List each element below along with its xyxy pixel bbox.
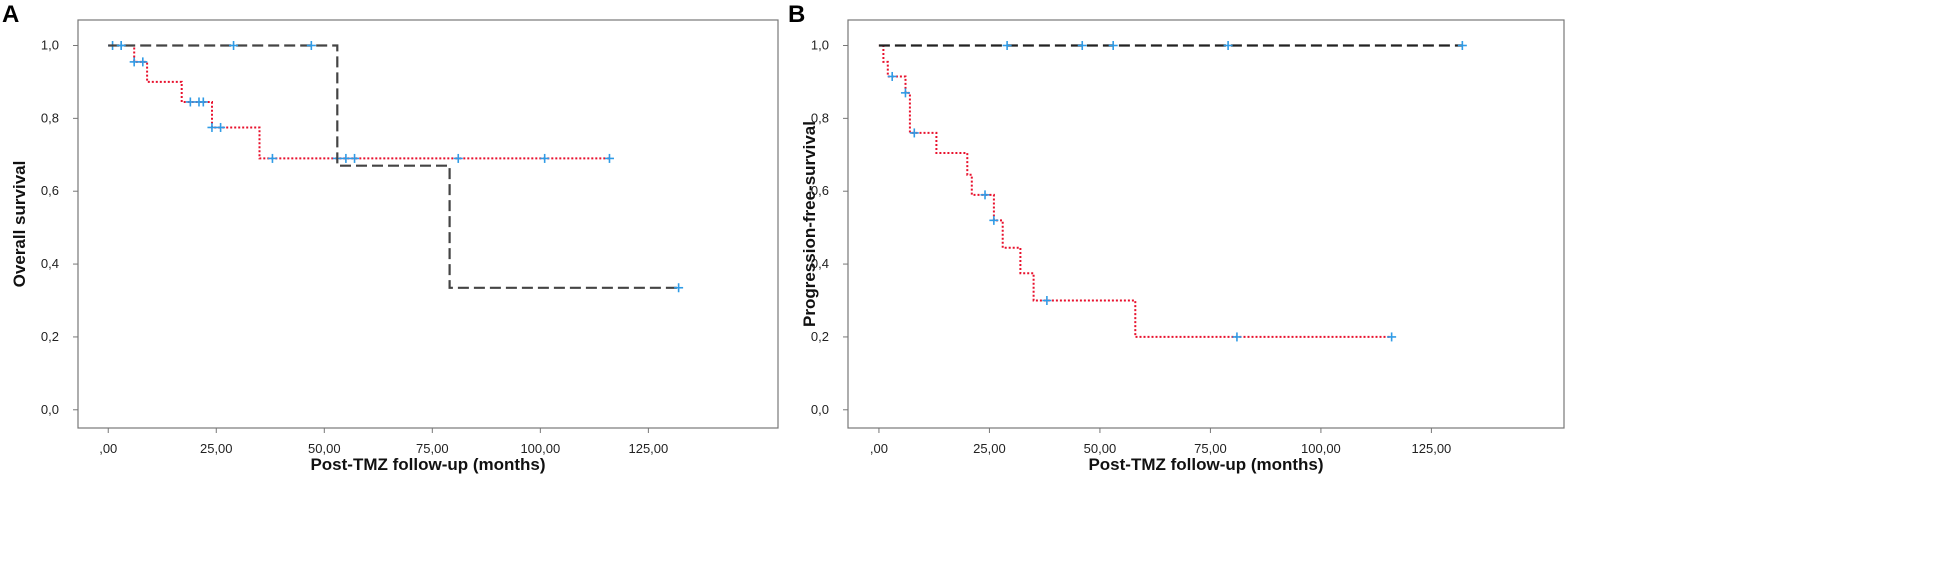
panel-b-y-axis-title: Progression-free-survival [800, 121, 819, 327]
panel-b-y-tick-label: 1,0 [811, 38, 829, 53]
panel-b-censor-mark [980, 190, 990, 200]
panel-b-censor-mark [1387, 332, 1397, 342]
panel-a-censor-mark [185, 97, 195, 107]
panel-a-censor-mark [138, 57, 148, 67]
panel-b-censor-mark [1457, 41, 1467, 50]
panel-a-censor-mark [540, 153, 550, 163]
panel-a-x-tick-label: 100,00 [520, 441, 560, 456]
panel-a-y-tick-label: 1,0 [41, 38, 59, 53]
panel-a-censor-mark [207, 122, 217, 132]
panel-b-y-tick-label: 0,4 [811, 256, 829, 271]
panel-b-series-red-dotted-line [878, 44, 1392, 338]
panel-b-plot-frame [847, 19, 1565, 429]
panel-a-plot-frame [77, 19, 779, 429]
panel-b-censor-mark [1223, 41, 1233, 50]
panel-a-censor-mark [229, 41, 239, 50]
panel-b-censor-mark [900, 88, 910, 98]
panel-a-x-tick-label: ,00 [99, 441, 117, 456]
panel-b-censor-mark [909, 128, 919, 138]
panel-b-ticks: ,00 25,00 50,00 75,00 100,00 125,00 0,0 0,2 0,4 0… [811, 38, 1451, 457]
panel-b: B ,00 25,00 50,00 75,00 100,00 125,00 0,0 0,2 0,… [788, 1, 1565, 474]
panel-b-censor-mark [1108, 41, 1118, 50]
panel-a-series [108, 41, 684, 293]
panel-b-x-tick-label: 50,00 [1084, 441, 1117, 456]
panel-a-y-tick-label: 0,6 [41, 183, 59, 198]
panel-a-censor-mark [216, 122, 226, 132]
panel-b-x-tick-label: 75,00 [1194, 441, 1227, 456]
panel-a-censor-mark [604, 153, 614, 163]
panel-a-y-tick-label: 0,8 [41, 110, 59, 125]
panel-a-x-tick-label: 125,00 [628, 441, 668, 456]
panel-a-y-axis-title: Overall survival [10, 161, 29, 288]
panel-b-y-tick-label: 0,6 [811, 183, 829, 198]
panel-a-censor-mark [116, 41, 126, 50]
panel-a-censor-mark [129, 57, 139, 67]
panel-a-censor-mark [674, 283, 684, 293]
panel-b-censor-mark [989, 215, 999, 225]
panel-b-x-tick-label: 25,00 [973, 441, 1006, 456]
panel-a-ticks: ,00 25,00 50,00 75,00 100,00 125,00 0,0 0,2 0,4 0… [41, 38, 668, 457]
panel-b-x-tick-label: ,00 [870, 441, 888, 456]
panel-a-x-axis-title: Post-TMZ follow-up (months) [310, 455, 545, 474]
panel-a-censor-mark [350, 153, 360, 163]
panel-a-y-tick-label: 0,0 [41, 402, 59, 417]
panel-b-y-tick-label: 0,0 [811, 402, 829, 417]
panel-b-censor-mark [887, 71, 897, 81]
panel-a-censor-mark [267, 153, 277, 163]
panel-a-censor-mark [198, 97, 208, 107]
panel-b-x-tick-label: 100,00 [1301, 441, 1341, 456]
panel-a-x-tick-label: 75,00 [416, 441, 449, 456]
panel-a-series-black-dashed-line [108, 44, 679, 289]
panel-b-censor-mark [1232, 332, 1242, 342]
panel-a-letter: A [2, 1, 19, 28]
panel-a-censor-mark [306, 41, 316, 50]
panel-b-y-tick-label: 0,2 [811, 329, 829, 344]
panel-b-x-axis-title: Post-TMZ follow-up (months) [1088, 455, 1323, 474]
panel-a-x-tick-label: 50,00 [308, 441, 341, 456]
panel-b-censor-mark [1042, 296, 1052, 305]
panel-a: A ,00 25,00 50,00 75,00 100,00 125,00 0,0 0,2 0,… [2, 1, 779, 474]
panel-b-y-tick-label: 0,8 [811, 110, 829, 125]
panel-b-letter: B [788, 1, 805, 28]
panel-a-y-tick-label: 0,2 [41, 329, 59, 344]
panel-a-y-tick-label: 0,4 [41, 256, 59, 271]
panel-b-censor-mark [1002, 41, 1012, 50]
panel-b-x-tick-label: 125,00 [1412, 441, 1452, 456]
panel-b-series [878, 41, 1467, 342]
panel-b-censor-mark [1077, 41, 1087, 50]
panel-a-censor-mark [341, 153, 351, 163]
panel-a-censor-mark [453, 153, 463, 163]
panel-a-x-tick-label: 25,00 [200, 441, 233, 456]
